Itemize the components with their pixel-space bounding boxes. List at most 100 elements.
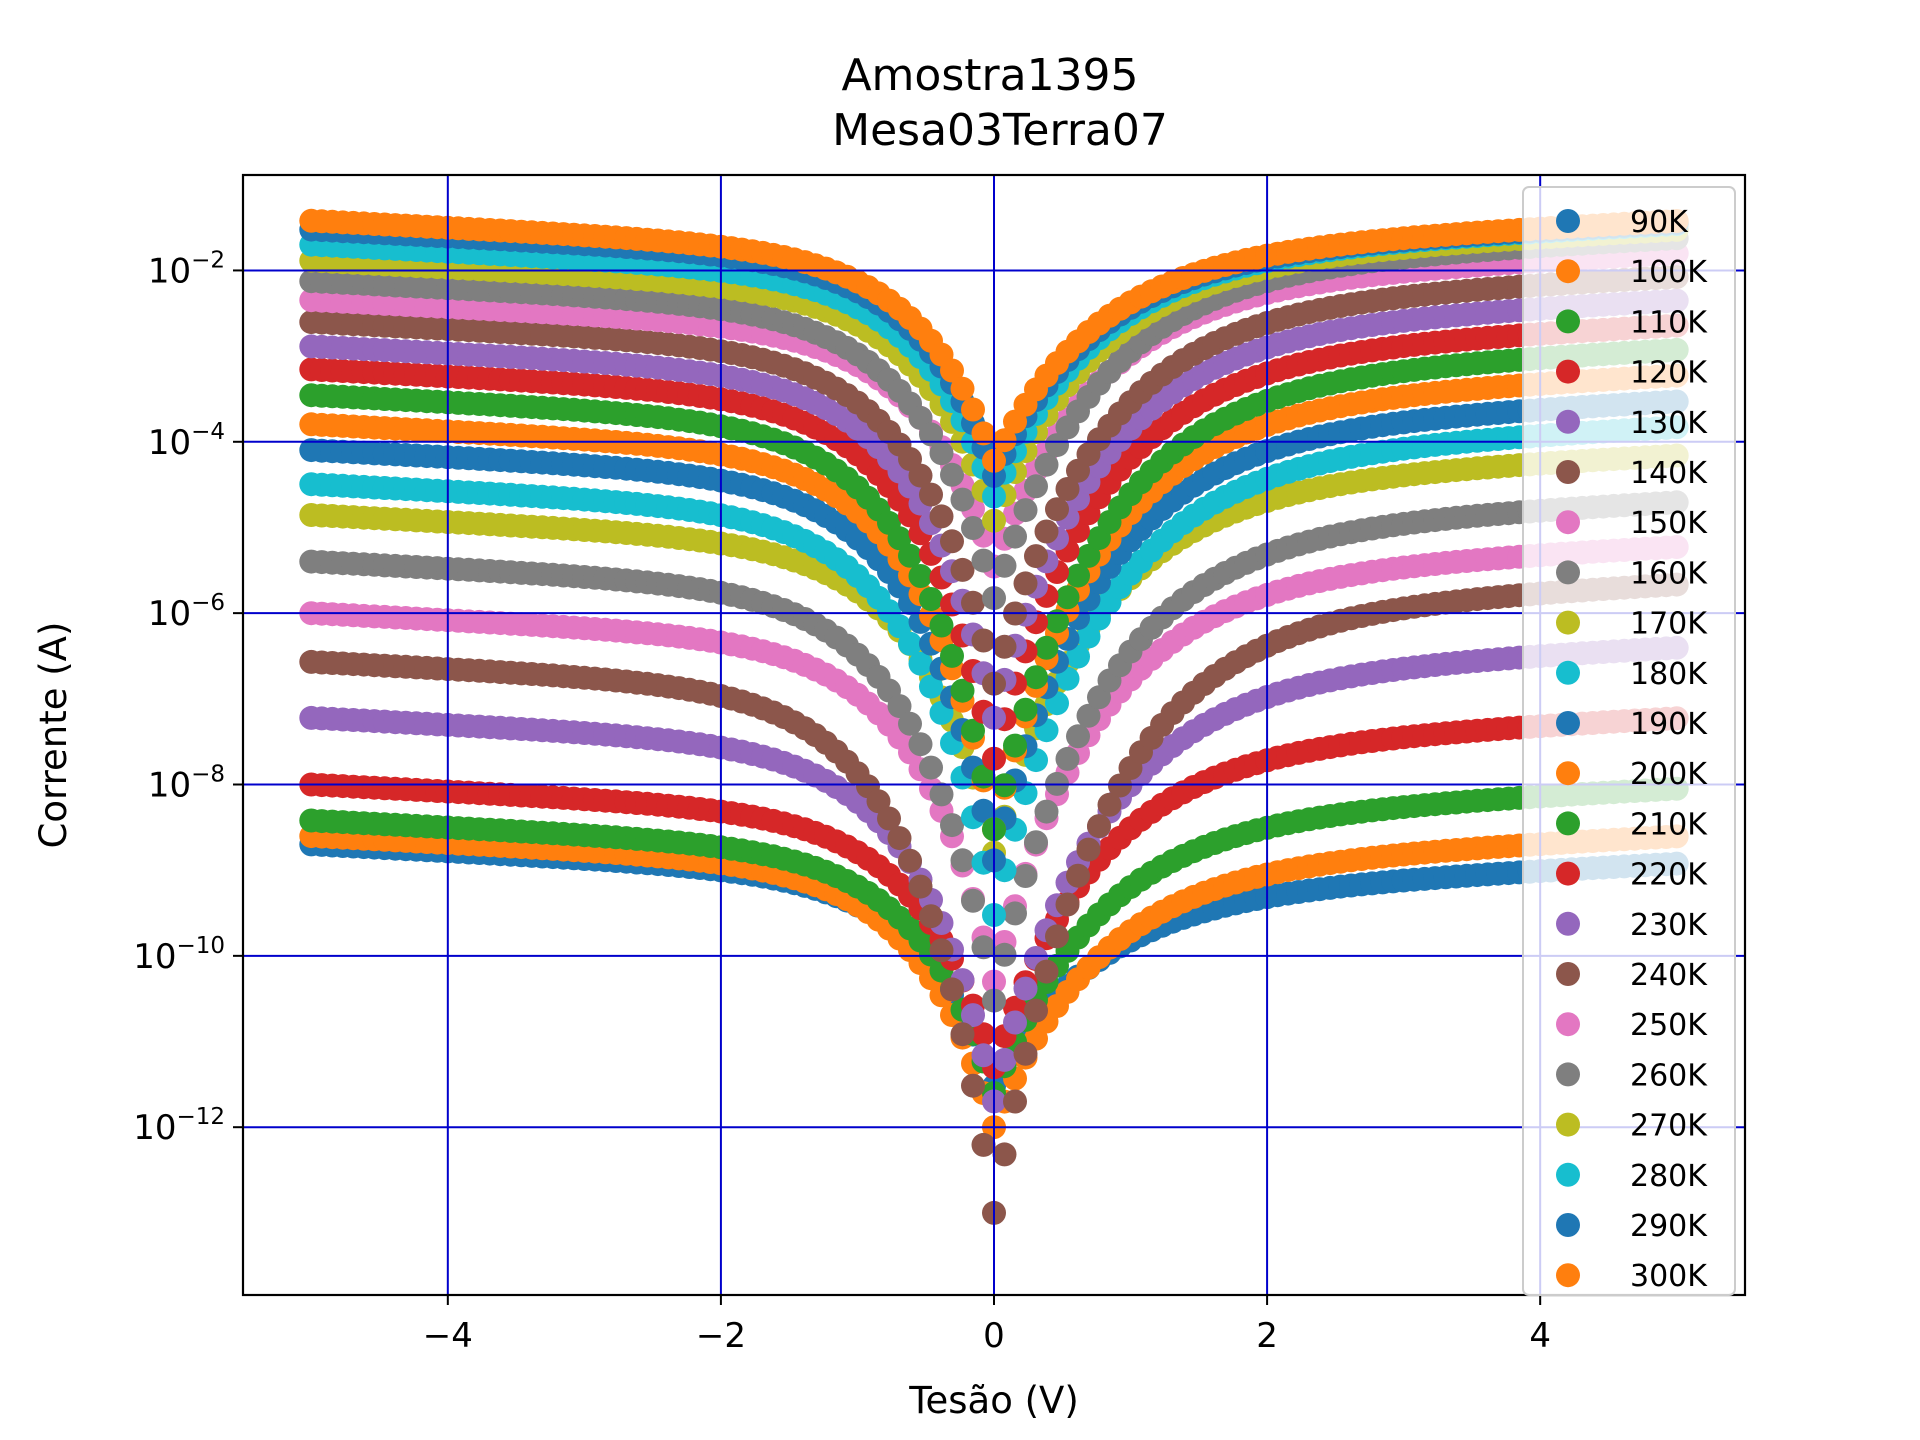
- data-point-160K: [992, 942, 1017, 967]
- data-point-210K: [1024, 665, 1048, 690]
- data-point-240K: [992, 634, 1017, 659]
- legend-label-140K: 140K: [1630, 456, 1708, 491]
- data-point-140K: [1076, 837, 1101, 862]
- data-point-130K: [971, 1043, 996, 1068]
- data-point-140K: [1013, 1041, 1038, 1066]
- data-point-160K: [1024, 830, 1048, 855]
- data-point-210K: [929, 613, 954, 638]
- data-point-140K: [929, 938, 954, 963]
- legend-marker-290K: [1556, 1213, 1580, 1237]
- legend-label-200K: 200K: [1630, 757, 1708, 792]
- data-point-160K: [887, 694, 912, 719]
- legend-label-250K: 250K: [1630, 1008, 1708, 1043]
- data-point-160K: [950, 848, 975, 873]
- data-point-260K: [1003, 524, 1027, 549]
- data-point-300K: [940, 358, 964, 383]
- data-point-180K: [1076, 624, 1101, 649]
- data-point-140K: [1055, 892, 1080, 917]
- legend-marker-170K: [1556, 610, 1580, 635]
- y-tick-label: 10−4: [148, 419, 225, 463]
- data-point-260K: [929, 441, 954, 466]
- data-point-140K: [866, 789, 891, 814]
- series-140K: [299, 572, 1689, 1225]
- data-point-240K: [961, 590, 985, 615]
- legend-marker-130K: [1556, 409, 1580, 434]
- data-point-210K: [1066, 563, 1090, 588]
- data-point-260K: [950, 487, 975, 512]
- legend-label-280K: 280K: [1630, 1159, 1708, 1194]
- y-axis-label: Corrente (A): [32, 622, 75, 849]
- x-axis-label: Tesão (V): [908, 1379, 1079, 1422]
- data-point-140K: [887, 826, 912, 851]
- legend-label-300K: 300K: [1630, 1259, 1708, 1294]
- legend-label-170K: 170K: [1630, 607, 1708, 642]
- data-point-140K: [961, 1073, 985, 1098]
- data-point-160K: [919, 755, 943, 780]
- legend-label-90K: 90K: [1630, 205, 1689, 240]
- data-point-160K: [940, 813, 964, 838]
- data-point-260K: [992, 553, 1017, 578]
- legend-label-150K: 150K: [1630, 506, 1708, 541]
- data-point-240K: [1034, 519, 1059, 544]
- data-point-210K: [940, 643, 964, 668]
- legend-marker-220K: [1556, 861, 1580, 886]
- data-point-140K: [950, 1022, 975, 1047]
- legend-label-160K: 160K: [1630, 556, 1708, 591]
- legend-marker-90K: [1556, 209, 1580, 233]
- data-point-300K: [950, 376, 975, 401]
- data-point-140K: [908, 874, 933, 899]
- data-point-140K: [1045, 924, 1069, 949]
- data-point-160K: [1003, 901, 1027, 926]
- data-point-210K: [1003, 733, 1027, 758]
- data-point-240K: [1045, 497, 1069, 522]
- y-tick-label: 10−2: [148, 247, 225, 291]
- data-point-120K: [971, 1022, 996, 1047]
- y-tick-base: 10: [133, 937, 176, 977]
- data-point-240K: [940, 529, 964, 554]
- data-point-180K: [898, 631, 922, 656]
- data-point-130K: [1003, 1010, 1027, 1035]
- data-point-130K: [1013, 976, 1038, 1001]
- legend-label-180K: 180K: [1630, 657, 1708, 692]
- data-point-240K: [1055, 477, 1080, 501]
- legend-marker-210K: [1556, 811, 1580, 836]
- data-point-140K: [898, 848, 922, 873]
- legend-label-100K: 100K: [1630, 255, 1708, 290]
- data-point-130K: [992, 1047, 1017, 1072]
- legend-marker-120K: [1556, 359, 1580, 384]
- data-point-240K: [908, 463, 933, 488]
- data-point-180K: [908, 651, 933, 676]
- legend-marker-110K: [1556, 309, 1580, 334]
- y-tick-label: 10−6: [148, 590, 225, 634]
- y-tick-label: 10−10: [133, 933, 225, 977]
- data-point-300K: [971, 421, 996, 446]
- y-tick-base: 10: [148, 765, 191, 805]
- legend: 90K 100K 110K 120K 130K 140K 150K 160K 170K 180K 1…: [1522, 186, 1736, 1296]
- data-point-180K: [919, 674, 943, 699]
- legend-marker-280K: [1556, 1162, 1580, 1187]
- data-point-260K: [961, 516, 985, 540]
- legend-marker-270K: [1556, 1112, 1580, 1137]
- y-tick-exponent: −2: [191, 247, 225, 273]
- data-point-160K: [961, 888, 985, 913]
- legend-marker-160K: [1556, 560, 1580, 585]
- x-tick-label: 2: [1256, 1316, 1278, 1356]
- data-point-210K: [919, 587, 943, 611]
- data-point-160K: [1055, 746, 1080, 771]
- y-tick-exponent: −10: [176, 933, 225, 959]
- legend-label-260K: 260K: [1630, 1058, 1708, 1093]
- data-point-210K: [1034, 635, 1059, 660]
- y-tick-base: 10: [133, 1108, 176, 1148]
- data-point-210K: [1076, 543, 1101, 568]
- legend-marker-200K: [1556, 761, 1580, 786]
- data-point-300K: [961, 397, 985, 422]
- data-point-260K: [1034, 452, 1059, 477]
- data-point-260K: [919, 422, 943, 447]
- data-point-160K: [1066, 724, 1090, 749]
- data-point-140K: [1066, 863, 1090, 888]
- data-point-260K: [1024, 474, 1048, 499]
- data-point-140K: [992, 1142, 1017, 1167]
- x-tick-label: −2: [696, 1316, 746, 1356]
- y-tick-exponent: −4: [191, 419, 225, 445]
